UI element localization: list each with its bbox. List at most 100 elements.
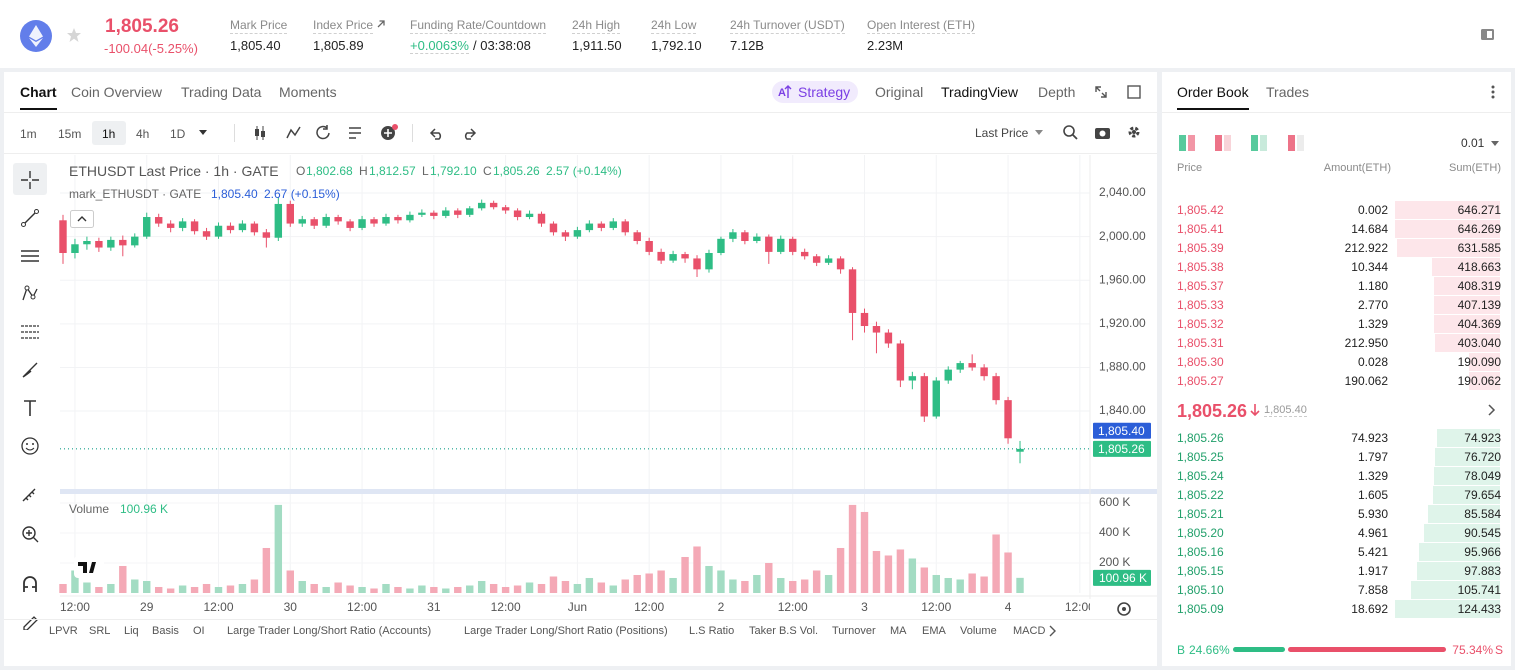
chart-tab[interactable]: Moments <box>279 84 337 100</box>
drawing-tool[interactable] <box>21 285 39 303</box>
price-source[interactable]: Last Price <box>975 126 1029 140</box>
interval-button[interactable]: 1D <box>170 127 186 141</box>
order-price[interactable]: 1,805.24 <box>1177 469 1224 483</box>
order-price[interactable]: 1,805.26 <box>1177 431 1224 445</box>
toolbar-icon[interactable] <box>380 124 398 142</box>
drawing-tool[interactable] <box>21 361 39 379</box>
indicator-tab[interactable]: SRL <box>89 626 111 637</box>
order-price[interactable]: 1,805.21 <box>1177 507 1224 521</box>
indicator-tab[interactable]: EMA <box>922 626 946 637</box>
interval-button[interactable]: 1m <box>20 127 37 141</box>
book-layout-icon[interactable] <box>1251 135 1267 151</box>
toolbar-divider <box>4 112 1157 113</box>
view-tab[interactable]: Original <box>875 84 924 100</box>
interval-button[interactable]: 4h <box>136 127 150 141</box>
scroll-right[interactable] <box>1048 625 1058 637</box>
drawing-tool[interactable] <box>21 209 39 227</box>
depth-bar <box>1435 448 1500 466</box>
toolbar-icon[interactable] <box>428 124 446 142</box>
x-tick-label: 31 <box>427 600 441 614</box>
indicator-tab[interactable]: Large Trader Long/Short Ratio (Positions… <box>464 626 668 637</box>
chart-tab[interactable]: Coin Overview <box>71 84 163 100</box>
ohlc-key: O <box>296 164 306 178</box>
dropdown-caret[interactable] <box>1035 130 1043 136</box>
more-icon[interactable] <box>1490 84 1496 100</box>
chevron-right[interactable] <box>1488 404 1496 416</box>
indicator-tab[interactable]: MACD <box>1013 626 1045 637</box>
drawing-tool[interactable] <box>21 171 39 189</box>
order-price[interactable]: 1,805.31 <box>1177 336 1224 350</box>
external-link-icon[interactable] <box>375 18 387 30</box>
toolbar-icon[interactable] <box>315 124 333 142</box>
precision[interactable]: 0.01 <box>1461 136 1485 150</box>
chart-tab[interactable]: Chart <box>20 84 57 100</box>
order-price[interactable]: 1,805.16 <box>1177 545 1224 559</box>
toolbar-icon[interactable] <box>285 124 303 142</box>
toolbar-icon[interactable] <box>1126 124 1144 142</box>
drawing-tool[interactable] <box>21 525 39 543</box>
dropdown-caret[interactable] <box>1491 141 1499 147</box>
order-price[interactable]: 1,805.20 <box>1177 526 1224 540</box>
indicator-tab[interactable]: L.S Ratio <box>689 626 735 637</box>
order-price[interactable]: 1,805.15 <box>1177 564 1224 578</box>
order-price[interactable]: 1,805.33 <box>1177 298 1224 312</box>
book-layout-icon[interactable] <box>1288 135 1304 151</box>
y-tick-label: 1,880.00 <box>1099 360 1146 374</box>
order-price[interactable]: 1,805.41 <box>1177 222 1224 236</box>
interval-button[interactable]: 1h <box>102 127 116 141</box>
order-price[interactable]: 1,805.10 <box>1177 583 1224 597</box>
order-price[interactable]: 1,805.37 <box>1177 279 1224 293</box>
order-price[interactable]: 1,805.38 <box>1177 260 1224 274</box>
toolbar-icon[interactable] <box>1062 124 1080 142</box>
indicator-tab[interactable]: Large Trader Long/Short Ratio (Accounts) <box>227 626 432 637</box>
drawing-tool[interactable] <box>21 399 39 417</box>
collapse-button[interactable] <box>70 210 94 228</box>
chart-tab[interactable]: Trading Data <box>181 84 262 100</box>
order-sum: 79.654 <box>1464 488 1501 502</box>
indicator-tab[interactable]: LPVR <box>49 626 78 637</box>
drawing-tool[interactable] <box>21 247 39 265</box>
indicator-tab[interactable]: Volume <box>960 626 997 637</box>
volume-bar <box>992 534 1000 593</box>
settings-icon[interactable] <box>1116 601 1132 617</box>
depth-bar <box>1432 486 1500 504</box>
volume-bar <box>513 585 522 593</box>
toolbar-icon[interactable] <box>460 124 478 142</box>
order-book-tab[interactable]: Trades <box>1266 84 1310 100</box>
order-price[interactable]: 1,805.25 <box>1177 450 1224 464</box>
fullscreen-icon[interactable] <box>1094 85 1108 99</box>
indicator-tab[interactable]: OI <box>193 626 205 637</box>
toolbar-icon[interactable] <box>347 124 365 142</box>
drawing-tool[interactable] <box>21 575 39 593</box>
order-price[interactable]: 1,805.42 <box>1177 203 1224 217</box>
drawing-tool[interactable] <box>21 437 39 455</box>
indicator-tab[interactable]: Liq <box>124 626 139 637</box>
drawing-tool[interactable] <box>21 487 39 505</box>
indicator-tab[interactable]: MA <box>890 626 907 637</box>
tab-underline <box>20 108 57 110</box>
order-price[interactable]: 1,805.32 <box>1177 317 1224 331</box>
toolbar-icon[interactable] <box>1094 124 1112 142</box>
toolbar-icon[interactable] <box>253 124 271 142</box>
book-layout-icon[interactable] <box>1215 135 1231 151</box>
order-price[interactable]: 1,805.39 <box>1177 241 1224 255</box>
view-tab[interactable]: Depth <box>1038 84 1076 100</box>
order-book-tab[interactable]: Order Book <box>1177 84 1249 100</box>
order-price[interactable]: 1,805.22 <box>1177 488 1224 502</box>
view-tab[interactable]: TradingView <box>941 84 1019 100</box>
dropdown-caret[interactable] <box>198 129 208 137</box>
order-price[interactable]: 1,805.09 <box>1177 602 1224 616</box>
order-price[interactable]: 1,805.27 <box>1177 374 1224 388</box>
book-layout-icon[interactable] <box>1179 135 1195 151</box>
drawing-tool[interactable] <box>21 323 39 341</box>
drawing-tool[interactable] <box>21 612 39 630</box>
favorite-star[interactable] <box>65 26 83 44</box>
interval-button[interactable]: 15m <box>58 127 82 141</box>
indicator-tab[interactable]: Taker B.S Vol. <box>749 626 819 637</box>
indicator-tab[interactable]: Turnover <box>832 626 876 637</box>
view-tab[interactable]: Strategy <box>798 84 851 100</box>
indicator-tab[interactable]: Basis <box>152 626 179 637</box>
panel-icon[interactable] <box>1480 28 1496 42</box>
order-price[interactable]: 1,805.30 <box>1177 355 1224 369</box>
window-icon[interactable] <box>1127 85 1141 99</box>
